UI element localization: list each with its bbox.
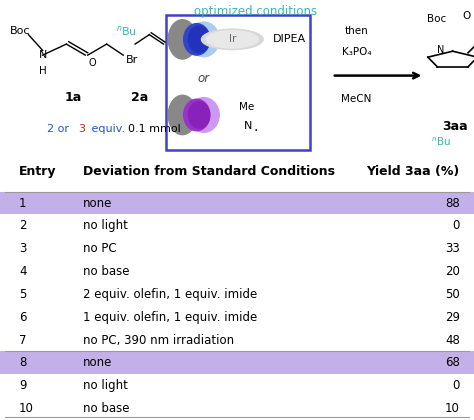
Text: N: N bbox=[437, 45, 445, 55]
Text: Yield 3aa (%): Yield 3aa (%) bbox=[366, 165, 460, 178]
Text: Ir: Ir bbox=[228, 34, 236, 45]
Text: Boc: Boc bbox=[427, 14, 446, 24]
Text: $^n$Bu: $^n$Bu bbox=[431, 136, 451, 148]
Text: none: none bbox=[83, 197, 112, 210]
Ellipse shape bbox=[188, 98, 219, 132]
Text: optimized conditions: optimized conditions bbox=[194, 5, 318, 18]
Text: 4: 4 bbox=[19, 265, 27, 278]
Text: 50: 50 bbox=[445, 288, 460, 301]
Text: 1a: 1a bbox=[65, 91, 82, 104]
Text: O: O bbox=[89, 58, 96, 68]
Text: K₃PO₄: K₃PO₄ bbox=[342, 47, 371, 57]
Text: .: . bbox=[254, 120, 258, 134]
Text: no light: no light bbox=[83, 379, 128, 392]
Text: 8: 8 bbox=[19, 357, 27, 370]
Text: 10: 10 bbox=[445, 402, 460, 415]
Text: no base: no base bbox=[83, 402, 129, 415]
Text: Me: Me bbox=[239, 102, 255, 112]
Text: 2: 2 bbox=[19, 219, 27, 232]
Text: O: O bbox=[463, 11, 471, 21]
Text: 6: 6 bbox=[19, 311, 27, 324]
Text: 3: 3 bbox=[78, 124, 85, 134]
Text: 2 equiv. olefin, 1 equiv. imide: 2 equiv. olefin, 1 equiv. imide bbox=[83, 288, 257, 301]
Text: 9: 9 bbox=[19, 379, 27, 392]
Text: no PC: no PC bbox=[83, 242, 117, 255]
Text: DIPEA: DIPEA bbox=[273, 34, 306, 45]
Bar bbox=[0, 192, 474, 215]
Ellipse shape bbox=[168, 20, 197, 59]
Ellipse shape bbox=[183, 99, 210, 131]
Text: N: N bbox=[244, 121, 253, 131]
Text: 0: 0 bbox=[452, 379, 460, 392]
Text: $^n$Bu: $^n$Bu bbox=[116, 24, 137, 39]
Text: 10: 10 bbox=[19, 402, 34, 415]
Text: none: none bbox=[83, 357, 112, 370]
Ellipse shape bbox=[188, 102, 210, 129]
Ellipse shape bbox=[168, 95, 197, 135]
Text: MeCN: MeCN bbox=[341, 94, 372, 104]
Text: 7: 7 bbox=[19, 333, 27, 346]
Text: 29: 29 bbox=[445, 311, 460, 324]
Text: no light: no light bbox=[83, 219, 128, 232]
Text: 33: 33 bbox=[445, 242, 460, 255]
Bar bbox=[0, 352, 474, 374]
Text: no base: no base bbox=[83, 265, 129, 278]
Text: 3: 3 bbox=[19, 242, 27, 255]
Text: H: H bbox=[39, 66, 46, 76]
Text: 20: 20 bbox=[445, 265, 460, 278]
Text: 2 or: 2 or bbox=[47, 124, 73, 134]
Text: 0.1 mmol: 0.1 mmol bbox=[128, 124, 181, 134]
Text: 48: 48 bbox=[445, 333, 460, 346]
Text: 88: 88 bbox=[445, 197, 460, 210]
Circle shape bbox=[206, 31, 258, 48]
FancyBboxPatch shape bbox=[166, 15, 310, 150]
Ellipse shape bbox=[188, 26, 210, 53]
Text: 1: 1 bbox=[19, 197, 27, 210]
Ellipse shape bbox=[183, 24, 210, 55]
Text: 1 equiv. olefin, 1 equiv. imide: 1 equiv. olefin, 1 equiv. imide bbox=[83, 311, 257, 324]
Text: 0: 0 bbox=[452, 219, 460, 232]
Text: 68: 68 bbox=[445, 357, 460, 370]
Text: 3aa: 3aa bbox=[442, 120, 468, 132]
Ellipse shape bbox=[188, 22, 219, 57]
Text: or: or bbox=[198, 72, 210, 85]
Text: equiv.: equiv. bbox=[88, 124, 125, 134]
Text: N: N bbox=[38, 50, 47, 60]
Text: no PC, 390 nm irradiation: no PC, 390 nm irradiation bbox=[83, 333, 234, 346]
Text: 5: 5 bbox=[19, 288, 27, 301]
Circle shape bbox=[201, 29, 263, 50]
Text: then: then bbox=[345, 26, 368, 37]
Text: Deviation from Standard Conditions: Deviation from Standard Conditions bbox=[83, 165, 335, 178]
Text: 2a: 2a bbox=[131, 91, 148, 104]
Text: Entry: Entry bbox=[19, 165, 56, 178]
Text: Boc: Boc bbox=[9, 26, 30, 37]
Text: Br: Br bbox=[126, 55, 138, 65]
